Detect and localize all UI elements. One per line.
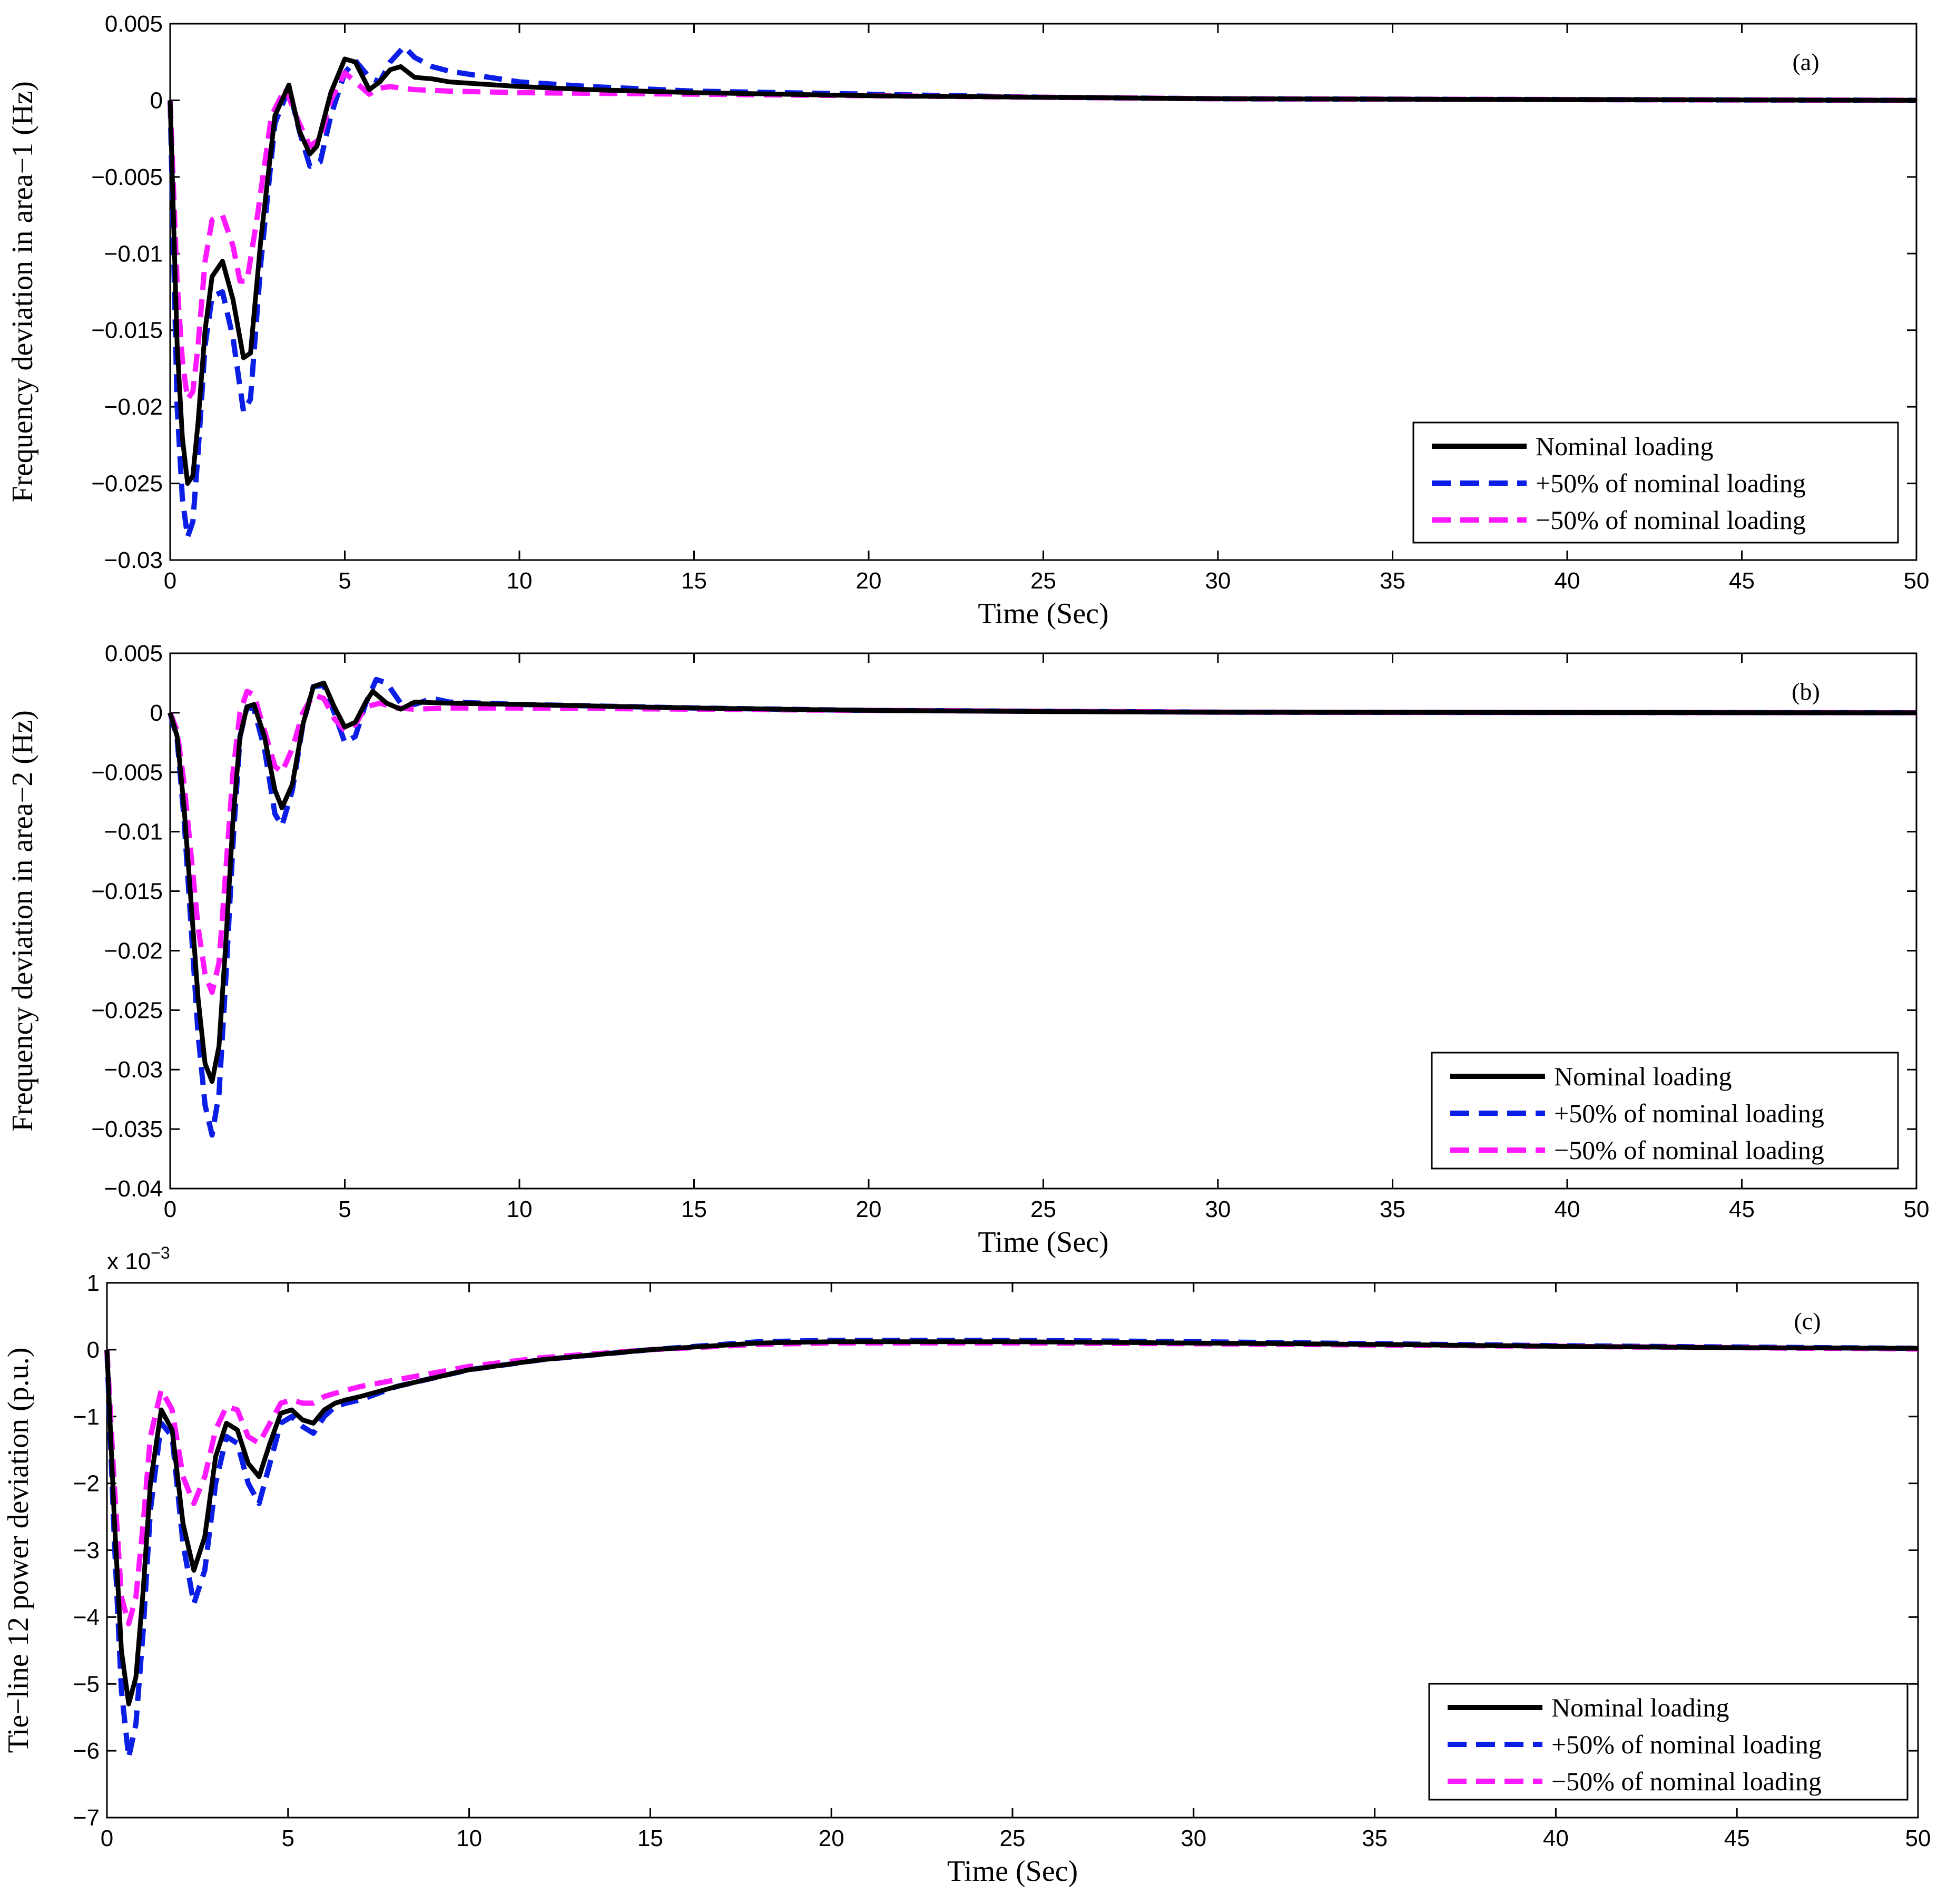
legend: Nominal loading +50% of nominal loading −5… bbox=[1431, 1052, 1899, 1170]
x-axis-label: Time (Sec) bbox=[978, 597, 1108, 630]
series-line-minus50 bbox=[168, 689, 1917, 995]
x-tick-label: 35 bbox=[1362, 1826, 1388, 1851]
y-tick-label: −0.03 bbox=[104, 1057, 163, 1083]
legend-label: Nominal loading bbox=[1554, 1062, 1732, 1091]
x-tick-label: 10 bbox=[507, 568, 533, 594]
y-tick-label: −0.01 bbox=[104, 241, 163, 267]
x-tick-label: 15 bbox=[681, 1196, 707, 1222]
x-tick-label: 35 bbox=[1380, 1196, 1405, 1222]
x-tick-label: 50 bbox=[1905, 1826, 1931, 1851]
x-tick-label: 40 bbox=[1555, 1196, 1580, 1222]
y-tick-label: −0.025 bbox=[91, 471, 163, 497]
y-tick-label: 0.005 bbox=[105, 641, 163, 666]
x-tick-label: 25 bbox=[1030, 1196, 1056, 1222]
series-line-nominal bbox=[168, 680, 1917, 1084]
series-line-plus50 bbox=[168, 44, 1917, 540]
x-tick-label: 45 bbox=[1729, 1196, 1755, 1222]
y-tick-label: −5 bbox=[73, 1671, 100, 1697]
series-line-minus50 bbox=[104, 1340, 1919, 1627]
series-line-plus50 bbox=[104, 1338, 1919, 1760]
y-tick-label: 1 bbox=[87, 1270, 100, 1296]
x-tick-label: 5 bbox=[338, 568, 351, 594]
x-tick-label: 25 bbox=[1000, 1826, 1026, 1851]
y-tick-label: −0.03 bbox=[104, 547, 163, 573]
y-tick-label: −3 bbox=[73, 1538, 100, 1564]
axis-multiplier: x 10−3 bbox=[107, 1243, 170, 1274]
y-tick-label: 0 bbox=[87, 1337, 100, 1363]
legend-label: Nominal loading bbox=[1536, 431, 1713, 461]
x-tick-label: 30 bbox=[1205, 1196, 1231, 1222]
x-tick-label: 20 bbox=[819, 1826, 844, 1851]
y-tick-label: −0.005 bbox=[91, 760, 163, 786]
y-tick-label: −0.035 bbox=[91, 1116, 163, 1142]
legend-label: +50% of nominal loading bbox=[1551, 1730, 1822, 1759]
panel-label: (a) bbox=[1792, 48, 1819, 75]
y-tick-label: 0.005 bbox=[105, 11, 163, 37]
series-line-nominal bbox=[168, 56, 1917, 486]
y-axis-label: Tie−line 12 power deviation (p.u.) bbox=[2, 1348, 35, 1753]
x-tick-label: 0 bbox=[101, 1826, 113, 1851]
panel-label: (b) bbox=[1792, 678, 1820, 705]
panel-label: (c) bbox=[1794, 1308, 1821, 1334]
legend-label: Nominal loading bbox=[1551, 1693, 1729, 1722]
legend-label: −50% of nominal loading bbox=[1554, 1135, 1824, 1165]
legend-label: +50% of nominal loading bbox=[1536, 468, 1806, 498]
y-tick-label: −0.02 bbox=[104, 938, 163, 964]
y-axis-label: Frequency deviation in area−2 (Hz) bbox=[6, 710, 39, 1132]
x-tick-label: 45 bbox=[1729, 568, 1755, 594]
y-axis-label: Frequency deviation in area−1 (Hz) bbox=[6, 81, 39, 503]
x-axis-label: Time (Sec) bbox=[947, 1855, 1078, 1888]
y-tick-label: −0.015 bbox=[91, 318, 163, 343]
x-tick-label: 50 bbox=[1904, 568, 1930, 594]
x-tick-label: 40 bbox=[1555, 568, 1580, 594]
legend: Nominal loading +50% of nominal loading −5… bbox=[1412, 421, 1899, 544]
x-tick-label: 20 bbox=[856, 568, 882, 594]
x-tick-label: 20 bbox=[856, 1196, 882, 1222]
y-tick-label: −6 bbox=[73, 1738, 100, 1764]
x-tick-label: 45 bbox=[1724, 1826, 1750, 1851]
x-tick-label: 30 bbox=[1205, 568, 1231, 594]
y-tick-label: −4 bbox=[73, 1604, 100, 1630]
y-tick-label: −7 bbox=[73, 1805, 100, 1831]
x-tick-label: 30 bbox=[1181, 1826, 1206, 1851]
y-tick-label: −0.04 bbox=[104, 1176, 163, 1202]
y-tick-label: −0.025 bbox=[91, 997, 163, 1023]
y-tick-label: −2 bbox=[73, 1471, 100, 1497]
x-tick-label: 5 bbox=[338, 1196, 351, 1222]
x-tick-label: 25 bbox=[1030, 568, 1056, 594]
y-tick-label: 0 bbox=[150, 700, 163, 726]
x-axis-label: Time (Sec) bbox=[978, 1226, 1108, 1259]
y-tick-label: 0 bbox=[150, 87, 163, 113]
chart-panel: 0 5 10 15 20 25 30 35 40 45 50 0.005 0 −0.005 −0.01 −0.… bbox=[6, 641, 1929, 1259]
y-tick-label: −0.015 bbox=[91, 879, 163, 905]
series-line-nominal bbox=[104, 1339, 1919, 1706]
chart-panel: 0 5 10 15 20 25 30 35 40 45 50 0.005 0 −0.005 −0.01 −0.… bbox=[6, 11, 1929, 630]
y-tick-label: −0.005 bbox=[91, 164, 163, 190]
x-tick-label: 0 bbox=[164, 568, 176, 594]
y-tick-label: −0.02 bbox=[104, 394, 163, 420]
legend: Nominal loading +50% of nominal loading −5… bbox=[1428, 1683, 1909, 1801]
legend-label: +50% of nominal loading bbox=[1554, 1098, 1824, 1128]
x-tick-label: 15 bbox=[637, 1826, 663, 1851]
x-tick-label: 0 bbox=[164, 1196, 176, 1222]
x-tick-label: 35 bbox=[1380, 568, 1405, 594]
y-tick-label: −0.01 bbox=[104, 819, 163, 845]
x-tick-label: 5 bbox=[282, 1826, 294, 1851]
legend-label: −50% of nominal loading bbox=[1551, 1766, 1822, 1796]
x-tick-label: 40 bbox=[1543, 1826, 1569, 1851]
series-line-minus50 bbox=[168, 70, 1917, 402]
legend-label: −50% of nominal loading bbox=[1536, 505, 1806, 535]
x-tick-label: 15 bbox=[681, 568, 707, 594]
x-tick-label: 10 bbox=[507, 1196, 533, 1222]
x-tick-label: 50 bbox=[1904, 1196, 1930, 1222]
y-tick-label: −1 bbox=[73, 1404, 100, 1430]
x-tick-label: 10 bbox=[456, 1826, 482, 1851]
